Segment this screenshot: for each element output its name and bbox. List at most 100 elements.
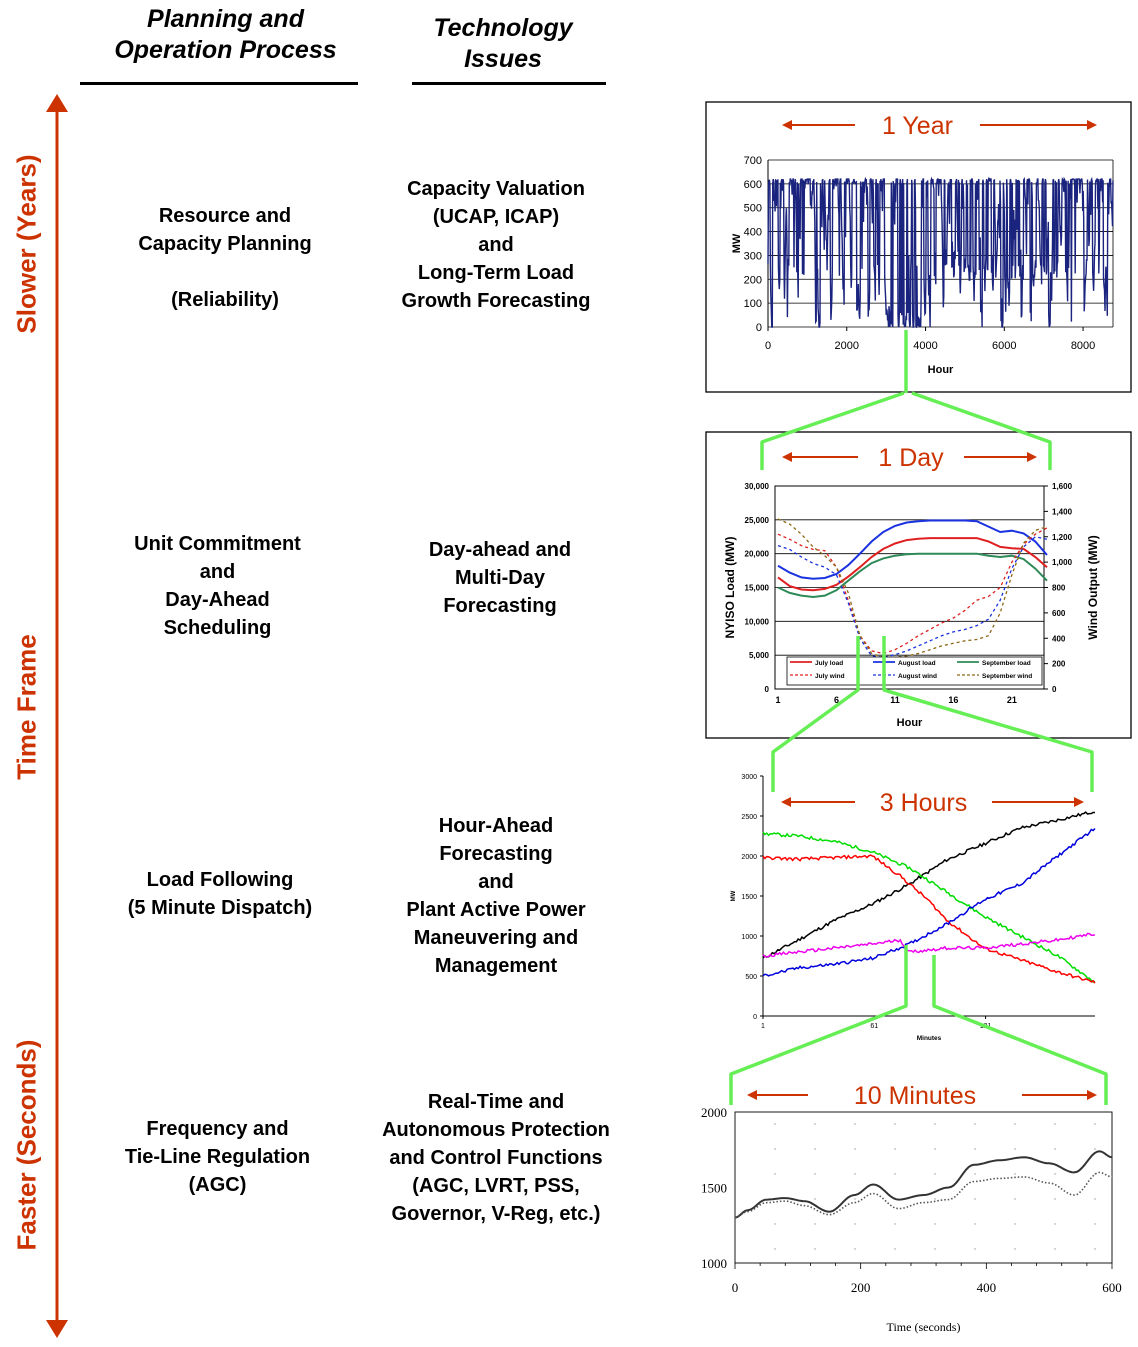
issues-row-1-line: Capacity Valuation [407, 178, 585, 200]
y-tick-label: 30,000 [745, 482, 770, 491]
y2-tick-label: 1,000 [1052, 558, 1073, 567]
zoom-connector-line [882, 636, 1094, 792]
y-tick-label: 2000 [701, 1105, 727, 1120]
grid-dot [1054, 1223, 1056, 1225]
series-line [762, 932, 1096, 958]
y2-tick-label: 200 [1052, 660, 1066, 669]
process-row-1-line: (Reliability) [171, 289, 279, 311]
series-line [777, 527, 1048, 655]
time-frame-arrow [46, 94, 68, 1338]
grid-dot [1014, 1223, 1016, 1225]
issues-row-2: Day-ahead and Multi-Day Forecasting [395, 536, 605, 620]
grid-dot [1094, 1123, 1096, 1125]
y-tick-label: 500 [745, 974, 757, 981]
issues-row-1-line: (UCAP, ICAP) [432, 206, 560, 228]
y-tick-label: 600 [744, 179, 762, 191]
y-tick-label: 25,000 [745, 516, 770, 525]
process-row-2-line: Day-Ahead [165, 589, 270, 611]
process-row-2: Unit Commitment and Day-Ahead Scheduling [95, 530, 340, 642]
zoom-connector-line [771, 636, 860, 792]
y2-tick-label: 800 [1052, 584, 1066, 593]
grid-dot [1094, 1248, 1096, 1250]
y-tick-label: 0 [765, 685, 770, 694]
grid-dot [894, 1123, 896, 1125]
y2-tick-label: 0 [1052, 685, 1057, 694]
y2-tick-label: 1,400 [1052, 507, 1073, 516]
issues-row-3-line: Management [434, 955, 558, 977]
series-line [762, 811, 1095, 959]
grid-dot [774, 1248, 776, 1250]
x-tick-label: 0 [732, 1280, 739, 1295]
y-tick-label: 700 [744, 155, 762, 167]
grid-dot [894, 1148, 896, 1150]
y-tick-label: 15,000 [745, 584, 770, 593]
y-tick-label: 0 [756, 322, 762, 334]
chart-10minutes: 1000 1500 2000 0 200 400 600 Time (seconds) [701, 1105, 1122, 1334]
legend-label: September load [982, 660, 1031, 667]
x-tick-label: 4000 [913, 340, 937, 352]
x-tick-label: 200 [851, 1280, 871, 1295]
grid-dot [854, 1173, 856, 1175]
zoom-connectors [729, 330, 1108, 1105]
process-row-3-line: Load Following [146, 869, 294, 891]
x-tick-label: 400 [977, 1280, 997, 1295]
plot-frame [734, 1111, 1113, 1264]
issues-row-2-line: Day-ahead and [428, 539, 572, 561]
y2-tick-label: 1,600 [1052, 482, 1073, 491]
grid-dot [894, 1223, 896, 1225]
process-row-2-line: and [199, 561, 236, 583]
grid-dot [894, 1248, 896, 1250]
header-planning: Planning and Operation Process [88, 4, 363, 66]
grid-dot [894, 1173, 896, 1175]
series-line [734, 1171, 1113, 1219]
issues-row-1-line: and [478, 234, 514, 256]
process-row-1-line: Capacity Planning [138, 233, 312, 255]
x-tick-label: 600 [1102, 1280, 1122, 1295]
grid-dot [1014, 1148, 1016, 1150]
grid-dot [854, 1148, 856, 1150]
grid-dot [774, 1123, 776, 1125]
process-row-1-line: Resource and [158, 205, 292, 227]
grid-dot [934, 1248, 936, 1250]
y-tick-label: 3000 [741, 774, 757, 781]
header-technology-line2: Issues [464, 45, 542, 73]
issues-row-4-line: Governor, V-Reg, etc.) [391, 1203, 601, 1225]
grid-dot [974, 1148, 976, 1150]
process-row-3-line: (5 Minute Dispatch) [127, 897, 313, 919]
y-axis-label: MW [731, 890, 737, 901]
range-arrow: 1 Day [782, 444, 1037, 472]
grid-dot [974, 1173, 976, 1175]
x-tick-label: 11 [890, 695, 900, 705]
y2-tick-label: 1,200 [1052, 533, 1073, 542]
header-technology-rule [412, 82, 606, 85]
range-arrow: 10 Minutes [747, 1082, 1097, 1110]
series-line [762, 854, 1096, 984]
process-row-3: Load Following (5 Minute Dispatch) [100, 866, 340, 922]
grid-dot [814, 1148, 816, 1150]
grid-dot [934, 1173, 936, 1175]
x-tick-label: 1 [761, 1023, 765, 1030]
issues-row-2-line: Multi-Day [455, 567, 545, 589]
x-axis-label: Time (seconds) [887, 1320, 961, 1334]
zoom-connector-line [911, 391, 1052, 470]
grid-dot [1014, 1248, 1016, 1250]
issues-row-3-line: and [478, 871, 514, 893]
range-arrow: 3 Hours [781, 789, 1084, 817]
grid-dot [934, 1123, 936, 1125]
issues-row-3-line: Forecasting [439, 843, 553, 865]
grid-dot [774, 1148, 776, 1150]
series-line [762, 827, 1096, 977]
x-tick-label: 6000 [992, 340, 1016, 352]
legend-label: August wind [898, 673, 937, 680]
series-line [762, 831, 1096, 983]
x-tick-label: 6 [834, 695, 839, 705]
header-planning-line1: Planning and [147, 5, 304, 33]
process-row-4-line: (AGC) [188, 1174, 247, 1196]
grid-dot [814, 1173, 816, 1175]
y-tick-label: 1500 [701, 1181, 727, 1196]
issues-row-3-line: Plant Active Power [406, 899, 586, 921]
x-tick-label: 1 [775, 695, 780, 705]
y-tick-label: 5,000 [749, 651, 770, 660]
header-planning-line2: Operation Process [114, 36, 337, 64]
